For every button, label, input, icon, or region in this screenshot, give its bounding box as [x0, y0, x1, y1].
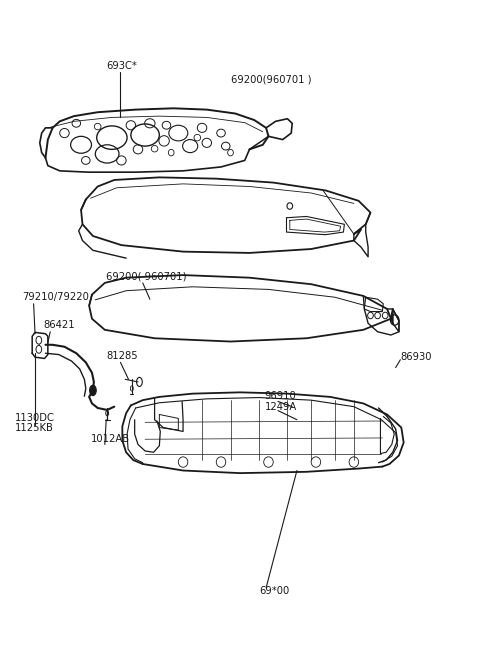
Text: 1125KB: 1125KB [14, 422, 53, 433]
Text: 69200(960701 ): 69200(960701 ) [230, 74, 311, 84]
Text: 96910: 96910 [264, 392, 297, 401]
Text: 81285: 81285 [106, 351, 138, 361]
Text: 69*00: 69*00 [259, 585, 289, 596]
Text: 693C*: 693C* [106, 60, 137, 70]
Text: 1012AB: 1012AB [91, 434, 130, 444]
Text: 1130DC: 1130DC [14, 413, 55, 423]
Ellipse shape [90, 385, 96, 396]
Text: 69200( 960701): 69200( 960701) [106, 271, 187, 282]
Text: 86930: 86930 [400, 352, 432, 363]
Text: 79210/79220: 79210/79220 [22, 292, 89, 302]
Text: 1249A: 1249A [264, 402, 297, 412]
Text: 86421: 86421 [43, 321, 75, 330]
